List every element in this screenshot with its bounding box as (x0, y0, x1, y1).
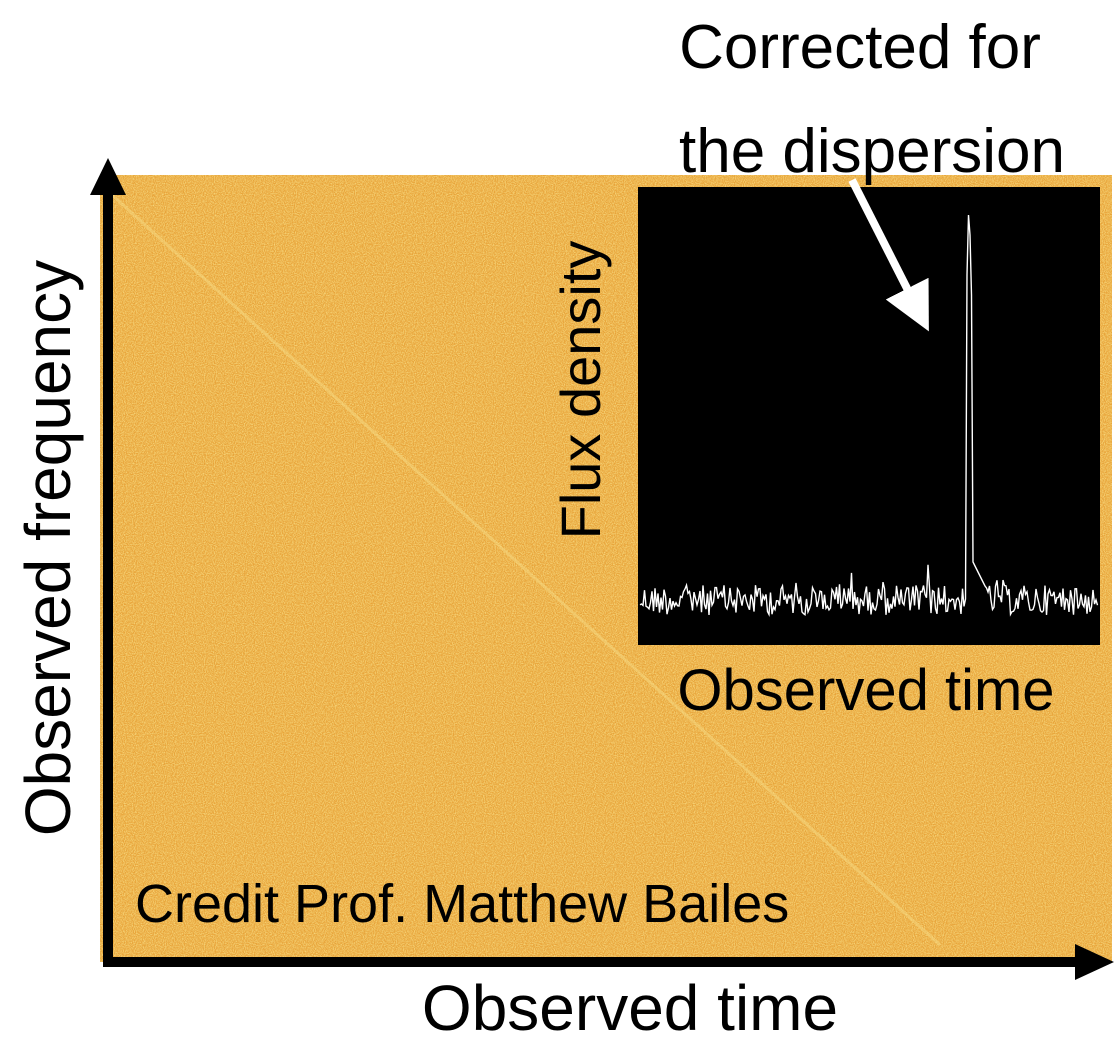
credit: Credit Prof. Matthew Bailes (135, 874, 789, 934)
inset-background (638, 187, 1100, 645)
inset-x-label: Observed time (677, 658, 1054, 723)
y-axis-label: Observed frequency (12, 260, 84, 836)
title-line: the dispersion (679, 117, 1065, 186)
title-line: Corrected for (679, 13, 1041, 82)
figure: Corrected for the dispersion Flux densit… (0, 0, 1114, 1052)
x-axis-label: Observed time (422, 972, 838, 1044)
inset-y-label: Flux density (549, 241, 612, 540)
inset (638, 187, 1100, 645)
